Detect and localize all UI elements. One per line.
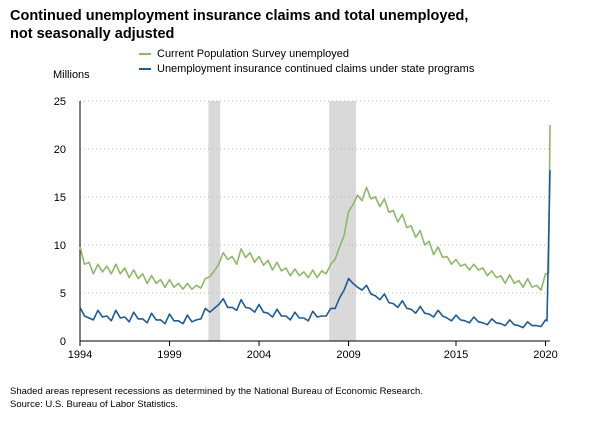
x-tick-label-2004: 2004 [247,349,271,361]
line-chart: 0 5 10 15 20 25 1994 1999 2004 2009 2015 2020 [54,96,558,361]
legend-item-ui: Unemployment insurance continued claims … [139,61,474,76]
y-axis-unit-label: Millions [53,69,90,81]
legend-label-cps: Current Population Survey unemployed [157,47,350,60]
legend: Current Population Survey unemployed Une… [139,46,474,76]
y-tick-label-5: 5 [60,288,66,300]
y-tick-label-25: 25 [54,96,66,108]
source-note: Source: U.S. Bureau of Labor Statistics. [10,399,178,410]
series-line-1 [79,170,551,329]
x-tick-label-1999: 1999 [157,349,181,361]
legend-swatch-cps [139,52,151,55]
x-tick-label-1994: 1994 [68,349,92,361]
x-tick-label-2009: 2009 [336,349,360,361]
footnotes: Shaded areas represent recessions as det… [10,385,423,411]
y-tick-label-0: 0 [60,336,66,348]
recession-note: Shaded areas represent recessions as det… [10,386,423,397]
recession-band-0 [208,101,221,341]
legend-label-ui: Unemployment insurance continued claims … [157,62,475,75]
chart-title: Continued unemployment insurance claims … [10,8,469,42]
y-tick-label-15: 15 [54,192,66,204]
x-tick-label-2015: 2015 [444,349,468,361]
legend-swatch-ui [139,67,151,70]
series-line-0 [79,124,551,291]
x-tick-label-2020: 2020 [533,349,557,361]
legend-item-cps: Current Population Survey unemployed [139,46,474,61]
recession-band-1 [329,101,357,341]
y-tick-label-10: 10 [54,240,66,252]
y-tick-label-20: 20 [54,144,66,156]
